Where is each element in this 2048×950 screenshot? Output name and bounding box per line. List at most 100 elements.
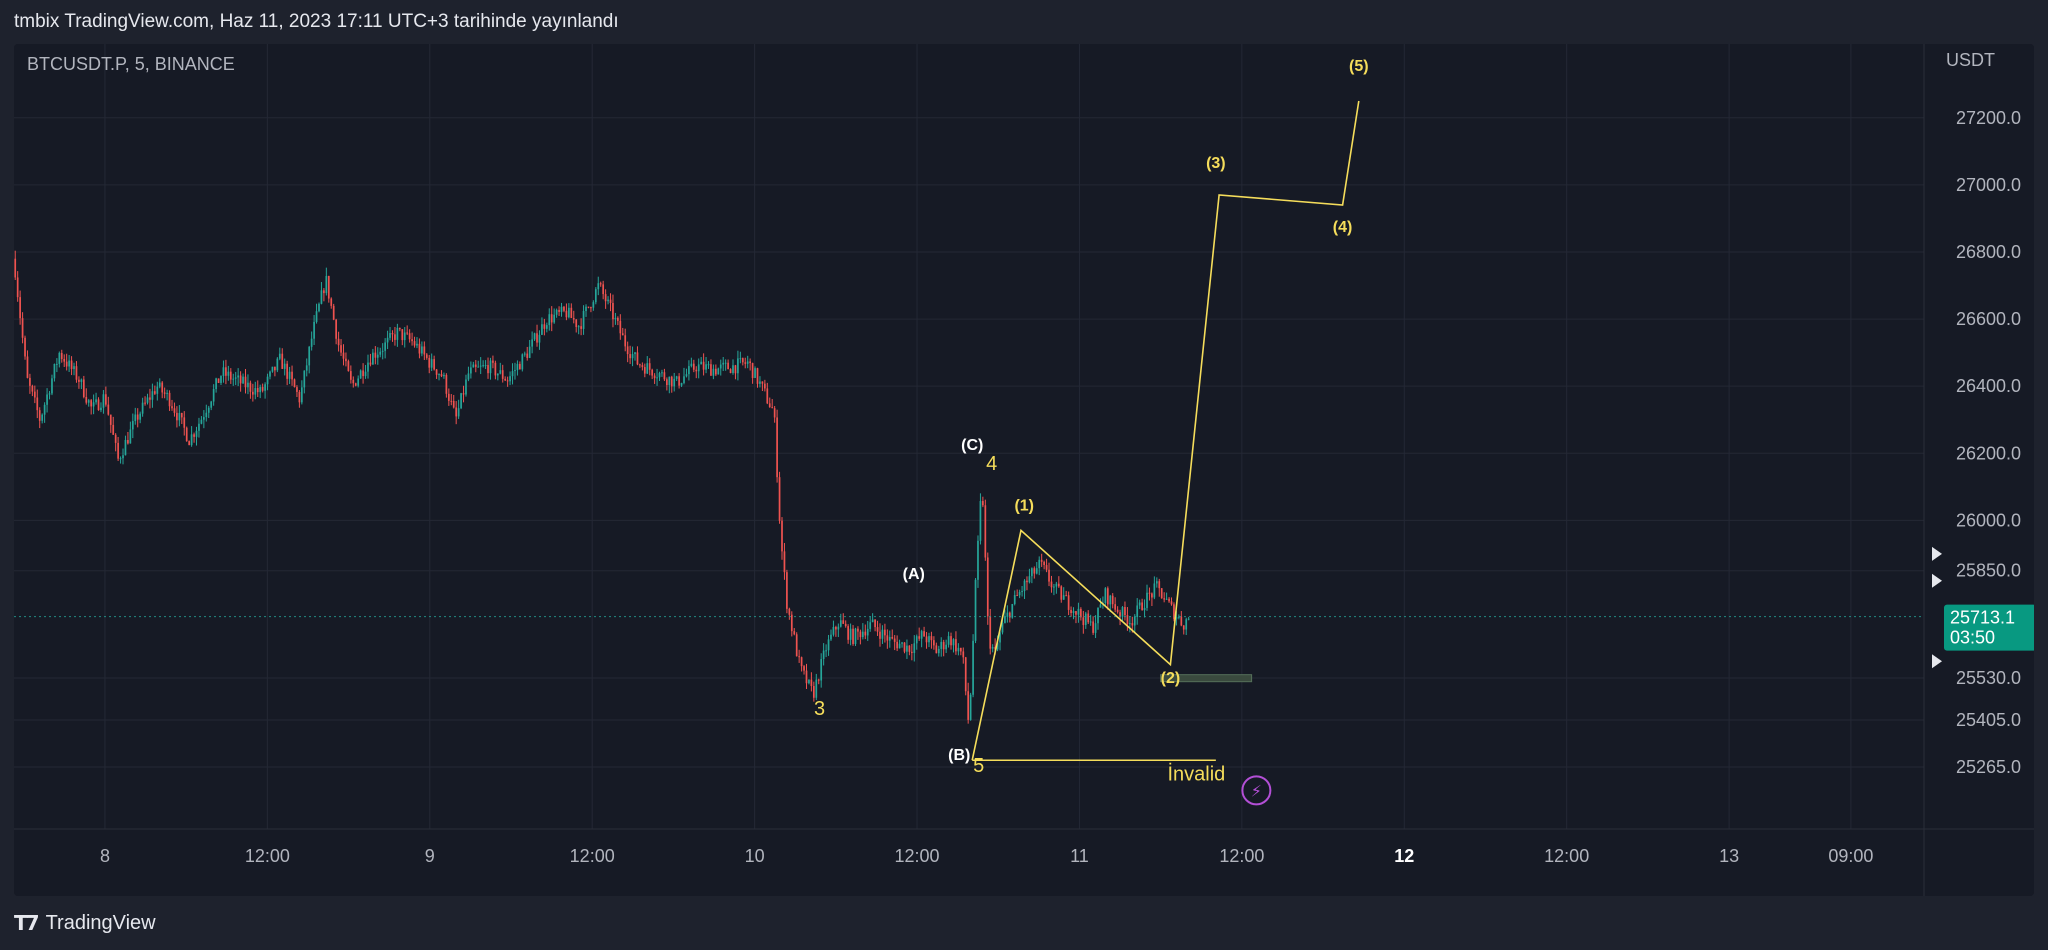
candle-body <box>859 631 862 638</box>
candle-body <box>1178 616 1180 618</box>
candle-body <box>935 645 938 654</box>
candle-body <box>1028 576 1031 583</box>
candle-body <box>590 307 592 309</box>
candle-body <box>763 383 766 389</box>
candle-body <box>746 361 749 364</box>
brand-name: TradingView <box>45 911 156 934</box>
candle-body <box>1018 592 1021 596</box>
candle-body <box>1180 616 1183 626</box>
candle-body <box>499 370 502 374</box>
candle-body <box>945 644 947 650</box>
candle-body <box>1173 604 1175 620</box>
candle-body <box>925 636 928 643</box>
price-chart[interactable]: USDT 27200.0 27000.0 26800.0 26600.0 26400.0 2… <box>14 44 2034 896</box>
chart-area[interactable]: USDT 27200.0 27000.0 26800.0 26600.0 26400.0 2… <box>14 44 2034 896</box>
candle-body <box>866 628 869 636</box>
price-tick-label: 25850.0 <box>1956 561 2021 581</box>
candle-body <box>63 358 66 362</box>
candle-body <box>964 657 967 692</box>
candle-body <box>38 410 41 421</box>
candle-body <box>881 629 884 639</box>
candle-body <box>247 382 249 388</box>
candle-body <box>531 339 533 347</box>
candle-body <box>918 636 921 639</box>
candle-body <box>180 412 183 418</box>
candle-body <box>288 371 291 379</box>
candle-body <box>812 686 815 698</box>
candle-body <box>653 375 656 379</box>
candle-body <box>425 354 428 358</box>
candle-body <box>1048 569 1050 582</box>
candle-body <box>923 631 925 637</box>
candle-body <box>207 407 210 413</box>
candle-body <box>330 298 333 306</box>
candle-body <box>933 640 935 646</box>
candle-body <box>261 387 264 391</box>
candle-body <box>857 628 859 632</box>
candle-body <box>915 636 918 644</box>
candle-body <box>861 631 864 638</box>
candle-body <box>504 378 507 381</box>
candle-body <box>643 367 646 374</box>
candle-body <box>533 333 536 340</box>
candle-body <box>65 361 68 367</box>
candle-body <box>408 333 411 340</box>
candle-body <box>928 636 930 643</box>
chart-background <box>14 44 2034 896</box>
candle-body <box>229 371 232 380</box>
candle-body <box>1008 612 1011 618</box>
candle-body <box>822 650 825 660</box>
invalid-label: İnvalid <box>1167 762 1225 785</box>
candle-body <box>60 352 63 359</box>
candle-body <box>790 614 793 632</box>
candle-body <box>403 332 406 341</box>
candle-body <box>543 324 546 329</box>
candle-body <box>854 628 857 644</box>
candle-body <box>1116 609 1119 613</box>
candle-body <box>1045 565 1048 570</box>
candle-body <box>776 417 778 478</box>
candle-body <box>158 382 161 387</box>
candle-body <box>553 314 556 323</box>
candle-body <box>501 370 504 379</box>
candle-body <box>756 368 759 384</box>
candle-body <box>46 394 48 405</box>
candle-body <box>739 358 742 360</box>
candle-body <box>391 333 394 335</box>
candle-body <box>734 365 737 374</box>
candle-body <box>1075 611 1077 615</box>
candle-body <box>136 414 139 420</box>
candle-body <box>438 374 440 376</box>
candle-body <box>1035 568 1038 574</box>
candle-body <box>482 365 484 367</box>
candle-body <box>874 619 876 628</box>
candle-body <box>614 317 617 320</box>
candle-body <box>452 400 455 408</box>
time-tick-label: 11 <box>1070 846 1089 866</box>
candle-body <box>910 651 913 653</box>
candle-body <box>1065 595 1068 597</box>
candle-body <box>1062 595 1065 600</box>
candle-body <box>509 376 511 382</box>
candle-body <box>489 360 492 374</box>
candle-body <box>1133 616 1136 626</box>
candle-body <box>947 636 950 645</box>
candle-body <box>305 365 308 371</box>
candle-body <box>200 419 203 424</box>
candle-body <box>1050 581 1053 588</box>
candle-body <box>127 439 129 444</box>
candle-body <box>1121 607 1124 617</box>
candle-body <box>800 657 803 667</box>
axis-marker-icon <box>1932 573 1942 588</box>
candle-body <box>1040 559 1043 562</box>
price-tick-label: 26200.0 <box>1956 443 2021 463</box>
candle-body <box>641 365 644 368</box>
candle-body <box>648 363 651 370</box>
candle-body <box>205 412 208 418</box>
time-tick-label: 12:00 <box>1219 846 1264 866</box>
candle-body <box>168 392 171 407</box>
candle-body <box>114 434 117 443</box>
candle-body <box>1057 583 1060 587</box>
candle-body <box>688 366 690 375</box>
candle-body <box>937 648 940 654</box>
